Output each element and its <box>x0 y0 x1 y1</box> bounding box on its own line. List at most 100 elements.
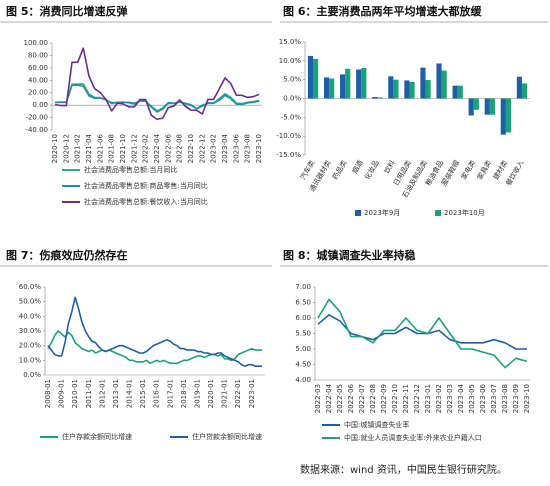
bar <box>409 81 415 99</box>
y-tick-label: 0.0% <box>23 371 41 379</box>
bar <box>377 97 383 99</box>
x-tick-label: 2023-07 <box>490 384 498 413</box>
legend-label: 2023年10月 <box>444 208 485 217</box>
x-tick-label: 2022-10 <box>187 134 195 163</box>
source-note: 数据来源：wind 资讯，中国民生银行研究院。 <box>300 463 507 476</box>
bar <box>420 67 426 99</box>
x-tick-label: 2013-01 <box>112 379 120 408</box>
x-tick-label: 2008-01 <box>44 379 52 408</box>
bar <box>489 98 495 115</box>
bar <box>436 63 442 99</box>
y-tick-label: -15.0% <box>276 151 301 159</box>
y-tick-label: 30.0% <box>19 327 42 335</box>
x-tick-label: 家电类 <box>459 159 477 182</box>
x-tick-label: 2016-01 <box>153 379 161 408</box>
bar <box>372 96 378 99</box>
x-tick-label: 2020-01 <box>207 379 215 408</box>
x-tick-label: 2022-07 <box>358 384 366 413</box>
y-tick-label: 10.0% <box>279 57 302 65</box>
legend-label: 社会消费品零售总额:当月同比 <box>84 165 177 174</box>
y-tick-label: -20.00 <box>25 114 48 122</box>
x-tick-label: 2023-10 <box>523 384 531 413</box>
bar <box>516 76 522 99</box>
x-tick-label: 2022-04 <box>325 383 333 413</box>
y-tick-label: 15.0% <box>279 38 302 46</box>
x-tick-label: 2021-02 <box>74 134 82 163</box>
y-tick-label: 6.00 <box>295 314 311 322</box>
bar <box>345 68 351 99</box>
x-tick-label: 2022-08 <box>176 134 184 163</box>
series-line <box>54 47 260 121</box>
y-tick-label: 5.50 <box>295 330 311 338</box>
bar <box>505 98 512 133</box>
bar <box>457 85 463 99</box>
legend-label: 中国:就业人员调查失业率:外来农业户籍人口 <box>344 433 482 442</box>
y-tick-label: -40.00 <box>25 126 48 134</box>
y-tick-label: 100.00 <box>24 39 49 47</box>
y-tick-label: 40.00 <box>28 76 48 84</box>
x-tick-label: 2022-06 <box>347 383 355 413</box>
x-tick-label: 家具类 <box>475 159 493 182</box>
series-line <box>47 296 262 367</box>
legend-label: 社会消费品零售总额:餐饮收入:当月同比 <box>84 197 208 206</box>
bar <box>484 98 490 115</box>
bar <box>361 67 367 99</box>
x-tick-label: 2022-10 <box>391 384 399 413</box>
chart-title: 图 6：主要消费品两年平均增速大都放缓 <box>283 4 482 18</box>
y-tick-label: 4.00 <box>295 376 311 384</box>
bar <box>313 58 319 99</box>
bar <box>404 80 410 99</box>
y-tick-label: 60.00 <box>28 64 48 72</box>
y-tick-label: 6.50 <box>295 299 311 307</box>
bar <box>425 80 431 99</box>
x-tick-label: 2021-10 <box>119 134 127 163</box>
y-tick-label: 4.50 <box>295 361 311 369</box>
x-tick-label: 2022-08 <box>369 384 377 413</box>
x-tick-label: 2023-08 <box>501 384 509 413</box>
y-tick-label: 60.0% <box>19 283 42 291</box>
bar <box>500 98 506 135</box>
legend-swatch <box>355 210 361 216</box>
x-tick-label: 烟酒 <box>350 159 365 176</box>
bar <box>521 83 528 99</box>
x-tick-label: 2023-06 <box>479 383 487 413</box>
chart-title: 图 7：伤痕效应仍然存在 <box>6 248 127 262</box>
x-tick-label: 2022-06 <box>164 133 172 163</box>
x-tick-label: 2021-08 <box>108 134 116 163</box>
x-tick-label: 2017-01 <box>166 379 174 408</box>
series-line <box>54 84 260 112</box>
legend-label: 社会消费品零售总额:商品零售:当月同比 <box>84 181 208 190</box>
bar <box>307 55 314 99</box>
x-tick-label: 2014-01 <box>126 379 134 408</box>
x-tick-label: 2023-01 <box>248 379 256 408</box>
x-tick-label: 2023-04 <box>221 133 229 163</box>
x-tick-label: 2022-12 <box>413 384 421 413</box>
x-tick-label: 2010-01 <box>71 379 79 408</box>
x-tick-label: 2020-10 <box>51 134 59 163</box>
series-line <box>317 298 528 369</box>
series-line <box>54 83 260 113</box>
bar <box>452 85 458 99</box>
x-tick-label: 2023-03 <box>446 384 454 413</box>
x-tick-label: 2022-04 <box>153 133 161 163</box>
y-tick-label: 0.0% <box>283 95 301 103</box>
x-tick-label: 2022-02 <box>142 134 150 163</box>
bar <box>388 76 394 99</box>
x-tick-label: 2023-02 <box>210 134 218 163</box>
y-tick-label: -10.0% <box>276 132 301 140</box>
bar <box>473 98 479 110</box>
legend-label: 住户存款余额同比增速 <box>62 432 132 441</box>
x-tick-label: 2023-05 <box>468 384 476 413</box>
y-tick-label: 5.00 <box>295 345 311 353</box>
y-tick-label: 7.00 <box>295 283 311 291</box>
y-tick-label: -5.0% <box>281 113 302 121</box>
bar <box>356 69 362 99</box>
legend-label: 中国:城镇调查失业率 <box>344 420 409 429</box>
bar <box>329 78 335 99</box>
legend-label: 住户贷款余额同比增速 <box>192 432 262 441</box>
y-tick-label: 50.0% <box>19 298 42 306</box>
x-tick-label: 2022-11 <box>402 384 410 413</box>
x-tick-label: 2019-01 <box>193 379 201 408</box>
y-tick-label: 80.00 <box>28 51 48 59</box>
